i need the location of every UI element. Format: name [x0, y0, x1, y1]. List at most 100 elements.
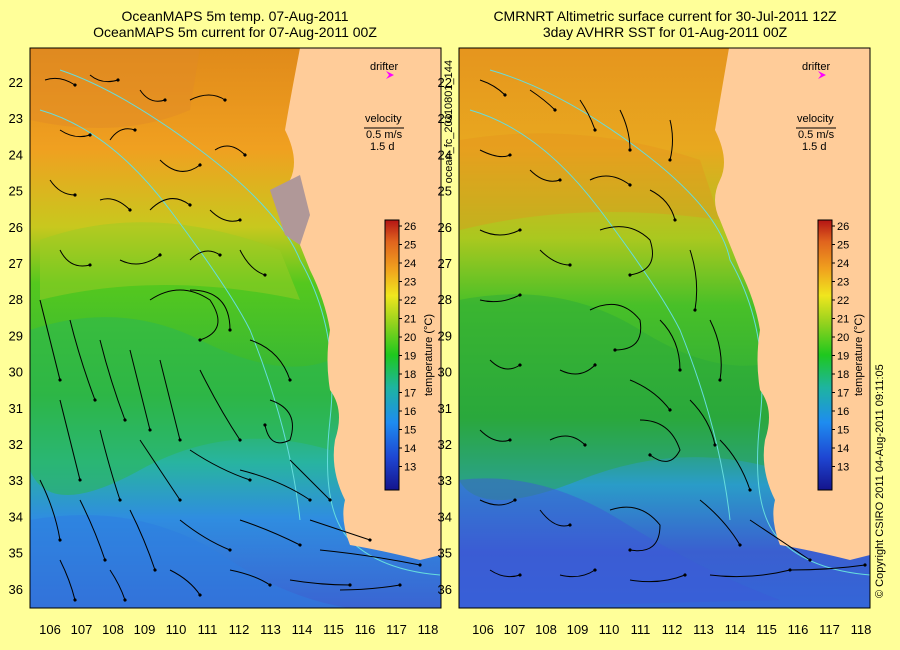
lat-tick-label: 34 — [438, 509, 452, 524]
lon-tick-label: 106 — [472, 622, 494, 637]
lat-tick-label: 32 — [9, 437, 23, 452]
colorbar-tick-label: 25 — [837, 240, 849, 252]
lat-tick-label: 22 — [438, 75, 452, 90]
colorbar-tick-label: 13 — [837, 462, 849, 474]
colorbar-tick-label: 22 — [837, 295, 849, 307]
lon-tick-label: 110 — [599, 622, 620, 637]
lat-tick-label: 24 — [9, 147, 23, 162]
lon-tick-label: 107 — [504, 622, 526, 637]
lon-tick-label: 109 — [134, 622, 156, 637]
lat-tick-label: 34 — [9, 509, 23, 524]
right-title-line2: 3day AVHRR SST for 01-Aug-2011 00Z — [542, 24, 788, 40]
lat-tick-label: 33 — [438, 473, 452, 488]
lon-tick-label: 111 — [198, 622, 218, 637]
left-velocity-time: 1.5 d — [370, 141, 394, 153]
colorbar-tick-label: 19 — [404, 351, 416, 363]
lon-tick-label: 114 — [292, 622, 313, 637]
left-shelf-island — [270, 175, 310, 245]
right-colorbar-ticks: 26 25 24 23 22 21 20 19 18 17 16 15 14 13 — [832, 221, 849, 474]
lat-tick-label: 27 — [438, 256, 452, 271]
left-colorbar: 26 25 24 23 22 21 20 19 18 17 16 15 14 13 temperature… — [384, 219, 435, 491]
right-latitude-axis: 22 23 24 25 26 27 28 29 30 31 32 33 34 35 36 — [438, 75, 452, 597]
right-velocity-label: velocity — [797, 113, 834, 125]
lat-tick-label: 31 — [9, 401, 23, 416]
right-title-line1: CMRNRT Altimetric surface current for 30… — [493, 8, 837, 24]
lon-tick-label: 113 — [260, 622, 281, 637]
left-map-panel: drifter velocity 0.5 m/s 1.5 d — [29, 47, 442, 609]
lat-tick-label: 30 — [9, 365, 23, 380]
colorbar-tick-label: 16 — [837, 406, 849, 418]
lat-tick-label: 25 — [438, 184, 452, 199]
colorbar-tick-label: 14 — [837, 443, 849, 455]
lat-tick-label: 35 — [438, 546, 452, 561]
colorbar-tick-label: 18 — [404, 369, 416, 381]
left-current-arrows — [39, 74, 422, 602]
left-longitude-axis: 106 107 108 109 110 111 112 113 114 115 116 117 118 — [39, 622, 438, 637]
lon-tick-label: 108 — [535, 622, 557, 637]
colorbar-tick-label: 19 — [837, 351, 849, 363]
right-drifter-icon — [818, 71, 826, 79]
lon-tick-label: 109 — [567, 622, 589, 637]
lat-tick-label: 24 — [438, 147, 452, 162]
lon-tick-label: 116 — [355, 622, 376, 637]
lat-tick-label: 36 — [9, 582, 23, 597]
left-velocity-scale: 0.5 m/s — [366, 129, 403, 141]
lon-tick-label: 118 — [851, 622, 872, 637]
colorbar-tick-label: 23 — [837, 277, 849, 289]
product-id-label: ocean_fc_20110801_144 — [443, 60, 455, 183]
lon-tick-label: 115 — [756, 622, 777, 637]
lat-tick-label: 33 — [9, 473, 23, 488]
lon-tick-label: 116 — [788, 622, 809, 637]
lon-tick-label: 113 — [693, 622, 714, 637]
right-panel-title: CMRNRT Altimetric surface current for 30… — [460, 8, 870, 40]
colorbar-tick-label: 17 — [404, 388, 416, 400]
right-colorbar-scale — [817, 219, 833, 491]
lat-tick-label: 29 — [9, 328, 23, 343]
lon-tick-label: 112 — [662, 622, 683, 637]
lat-tick-label: 26 — [438, 220, 452, 235]
lon-tick-label: 114 — [725, 622, 746, 637]
lat-tick-label: 30 — [438, 365, 452, 380]
lon-tick-label: 118 — [418, 622, 439, 637]
lon-tick-label: 111 — [631, 622, 651, 637]
left-title-line2: OceanMAPS 5m current for 07-Aug-2011 00Z — [93, 24, 377, 40]
colorbar-tick-label: 26 — [404, 221, 416, 233]
left-latitude-axis: 22 23 24 25 26 27 28 29 30 31 32 33 34 35 36 — [9, 75, 23, 597]
colorbar-tick-label: 23 — [404, 277, 416, 289]
lat-tick-label: 25 — [9, 184, 23, 199]
copyright-label: © Copyright CSIRO 2011 04-Aug-2011 09:11… — [874, 364, 886, 598]
lat-tick-label: 31 — [438, 401, 452, 416]
right-longitude-axis: 106 107 108 109 110 111 112 113 114 115 116 117 118 — [472, 622, 871, 637]
left-velocity-label: velocity — [365, 113, 402, 125]
colorbar-tick-label: 20 — [404, 332, 416, 344]
left-colorbar-label: temperature (°C) — [423, 314, 435, 396]
left-landmass — [284, 48, 441, 560]
lat-tick-label: 23 — [9, 111, 23, 126]
colorbar-tick-label: 15 — [404, 425, 416, 437]
left-drifter-icon — [386, 71, 394, 79]
colorbar-tick-label: 25 — [404, 240, 416, 252]
colorbar-tick-label: 21 — [837, 314, 849, 326]
colorbar-tick-label: 24 — [404, 258, 416, 270]
right-colorbar: 26 25 24 23 22 21 20 19 18 17 16 15 14 13 temperature… — [817, 219, 865, 491]
colorbar-tick-label: 13 — [404, 462, 416, 474]
lon-tick-label: 110 — [166, 622, 187, 637]
lat-tick-label: 28 — [438, 292, 452, 307]
lat-tick-label: 26 — [9, 220, 23, 235]
colorbar-tick-label: 26 — [837, 221, 849, 233]
lat-tick-label: 22 — [9, 75, 23, 90]
left-colorbar-scale — [384, 219, 400, 491]
colorbar-tick-label: 21 — [404, 314, 416, 326]
colorbar-tick-label: 17 — [837, 388, 849, 400]
left-panel-title: OceanMAPS 5m temp. 07-Aug-2011 OceanMAPS… — [30, 8, 440, 40]
lon-tick-label: 107 — [71, 622, 93, 637]
lat-tick-label: 32 — [438, 437, 452, 452]
lon-tick-label: 112 — [229, 622, 250, 637]
right-velocity-scale: 0.5 m/s — [798, 129, 835, 141]
right-drifter-label: drifter — [802, 61, 830, 73]
lon-tick-label: 115 — [323, 622, 344, 637]
colorbar-tick-label: 14 — [404, 443, 416, 455]
lon-tick-label: 117 — [386, 622, 407, 637]
colorbar-tick-label: 20 — [837, 332, 849, 344]
